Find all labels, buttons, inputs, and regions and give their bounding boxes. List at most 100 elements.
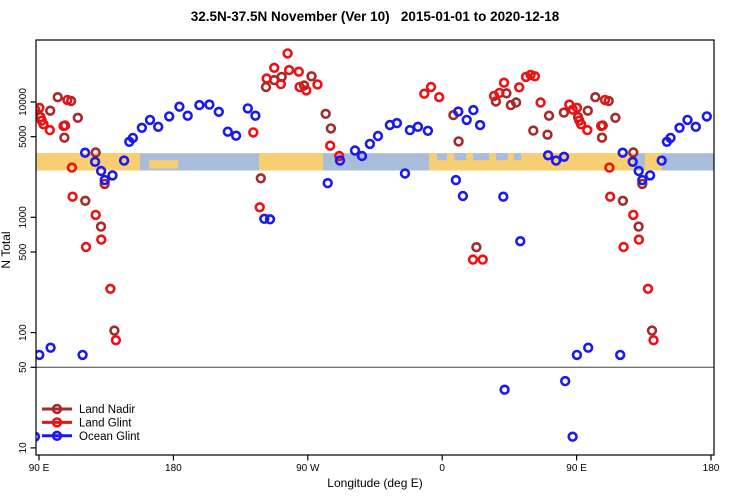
data-point [261, 73, 272, 84]
data-point [349, 145, 361, 156]
legend-item-label: Land Nadir [79, 404, 135, 416]
legend-marker-icon [51, 430, 63, 441]
data-point [599, 94, 611, 106]
data-point [204, 99, 215, 110]
data-point [399, 168, 411, 179]
data-point [637, 174, 648, 186]
data-point [356, 150, 368, 162]
data-point [391, 117, 403, 129]
data-point [320, 108, 331, 120]
data-point [646, 325, 658, 336]
ocean-speckle-segment [473, 153, 489, 161]
data-point [255, 173, 266, 184]
data-point [306, 71, 317, 82]
y-tick-label: 100 [18, 324, 29, 341]
data-point [604, 191, 616, 202]
data-point [567, 431, 578, 442]
data-point [682, 114, 693, 126]
data-point [144, 114, 156, 126]
y-tick-label: 500 [18, 243, 29, 260]
data-point [477, 254, 488, 265]
data-point [434, 91, 445, 103]
y-tick-label: 50 [18, 361, 29, 373]
data-point [254, 202, 265, 213]
data-point [457, 190, 469, 202]
data-point [107, 170, 118, 181]
x-axis-label: Longitude (deg E) [327, 476, 423, 490]
x-tick-label: 90 W [296, 463, 320, 474]
data-point [90, 209, 101, 221]
data-point [453, 136, 464, 147]
data-point [36, 104, 41, 115]
x-tick-label: 180 [165, 463, 182, 474]
data-point [312, 79, 323, 90]
data-point [550, 155, 562, 166]
x-tick-label: 0 [439, 463, 445, 474]
data-point [633, 234, 645, 245]
data-point [474, 119, 486, 131]
data-point [499, 384, 510, 395]
y-tick-label: 1000 [18, 206, 29, 229]
legend-item-label: Ocean Glint [79, 431, 141, 443]
data-point [44, 105, 56, 116]
data-point [582, 342, 594, 353]
data-point [618, 241, 629, 253]
data-point [498, 191, 509, 202]
data-point [45, 342, 56, 353]
data-point [136, 122, 148, 134]
data-point [301, 85, 312, 96]
x-tick-label: 90 E [566, 463, 587, 474]
data-point [72, 112, 84, 124]
data-point [325, 123, 337, 134]
data-point [99, 178, 110, 190]
data-point [80, 195, 91, 207]
data-point [453, 106, 464, 117]
data-point [425, 81, 437, 93]
data-point [614, 349, 626, 361]
y-tick-label: 10 [18, 442, 29, 454]
land-band-segment [645, 153, 662, 171]
data-point [99, 174, 110, 186]
legend-marker-icon [51, 403, 63, 415]
data-point [174, 101, 185, 112]
data-point [293, 66, 304, 77]
data-point [628, 147, 639, 158]
land-band-segment [36, 153, 140, 171]
data-point [96, 234, 107, 245]
data-point [571, 349, 583, 361]
data-point [494, 87, 505, 99]
data-point [542, 129, 553, 140]
data-point [325, 140, 336, 151]
data-point [701, 111, 712, 122]
data-point [498, 77, 510, 88]
legend-item-land-glint: Land Glint [42, 417, 132, 429]
data-point [513, 82, 525, 93]
data-point [637, 178, 648, 190]
data-point [62, 94, 73, 106]
ocean-speckle-segment [454, 153, 467, 161]
chart-title: 32.5N-37.5N November (Ver 10) 2015-01-01… [190, 9, 560, 24]
data-point [80, 241, 92, 253]
data-point [665, 132, 676, 144]
data-point [656, 155, 667, 166]
data-point [559, 375, 571, 387]
x-tick-label: 90 E [29, 463, 50, 474]
data-point [52, 91, 63, 103]
data-point [95, 221, 107, 232]
data-point [412, 121, 424, 133]
data-point [182, 110, 193, 121]
data-point [528, 125, 539, 136]
data-point [471, 242, 482, 253]
data-point [153, 121, 164, 133]
data-point [610, 112, 621, 124]
data-point [642, 283, 654, 294]
data-point [515, 236, 526, 247]
data-point [535, 97, 546, 108]
data-point [79, 147, 91, 158]
data-point [542, 150, 554, 161]
data-point [633, 221, 644, 232]
data-point [644, 170, 656, 181]
data-point [596, 132, 608, 143]
